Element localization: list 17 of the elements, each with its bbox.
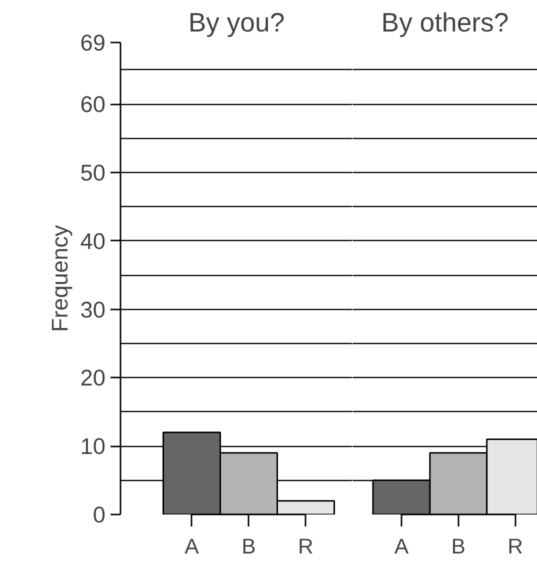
- y-tick-label: 69: [80, 30, 106, 56]
- y-tick-label: 50: [80, 159, 106, 186]
- y-tick-label: 30: [80, 296, 106, 322]
- y-tick-label: 10: [80, 433, 106, 460]
- chart-title: By others?: [381, 8, 509, 38]
- x-tick-label: R: [508, 534, 524, 558]
- y-tick-label: 20: [80, 364, 106, 391]
- x-tick-label: R: [298, 534, 314, 558]
- x-tick-label: A: [394, 534, 410, 558]
- y-tick-label: 60: [80, 91, 106, 118]
- y-tick-label: 0: [92, 502, 106, 528]
- y-tick-label: 40: [80, 228, 106, 254]
- x-tick-label: B: [451, 534, 466, 558]
- x-tick-label: A: [184, 534, 200, 558]
- chart-title: By you?: [188, 8, 285, 38]
- y-axis-title: Frequency: [46, 224, 72, 332]
- x-tick-label: B: [242, 534, 256, 558]
